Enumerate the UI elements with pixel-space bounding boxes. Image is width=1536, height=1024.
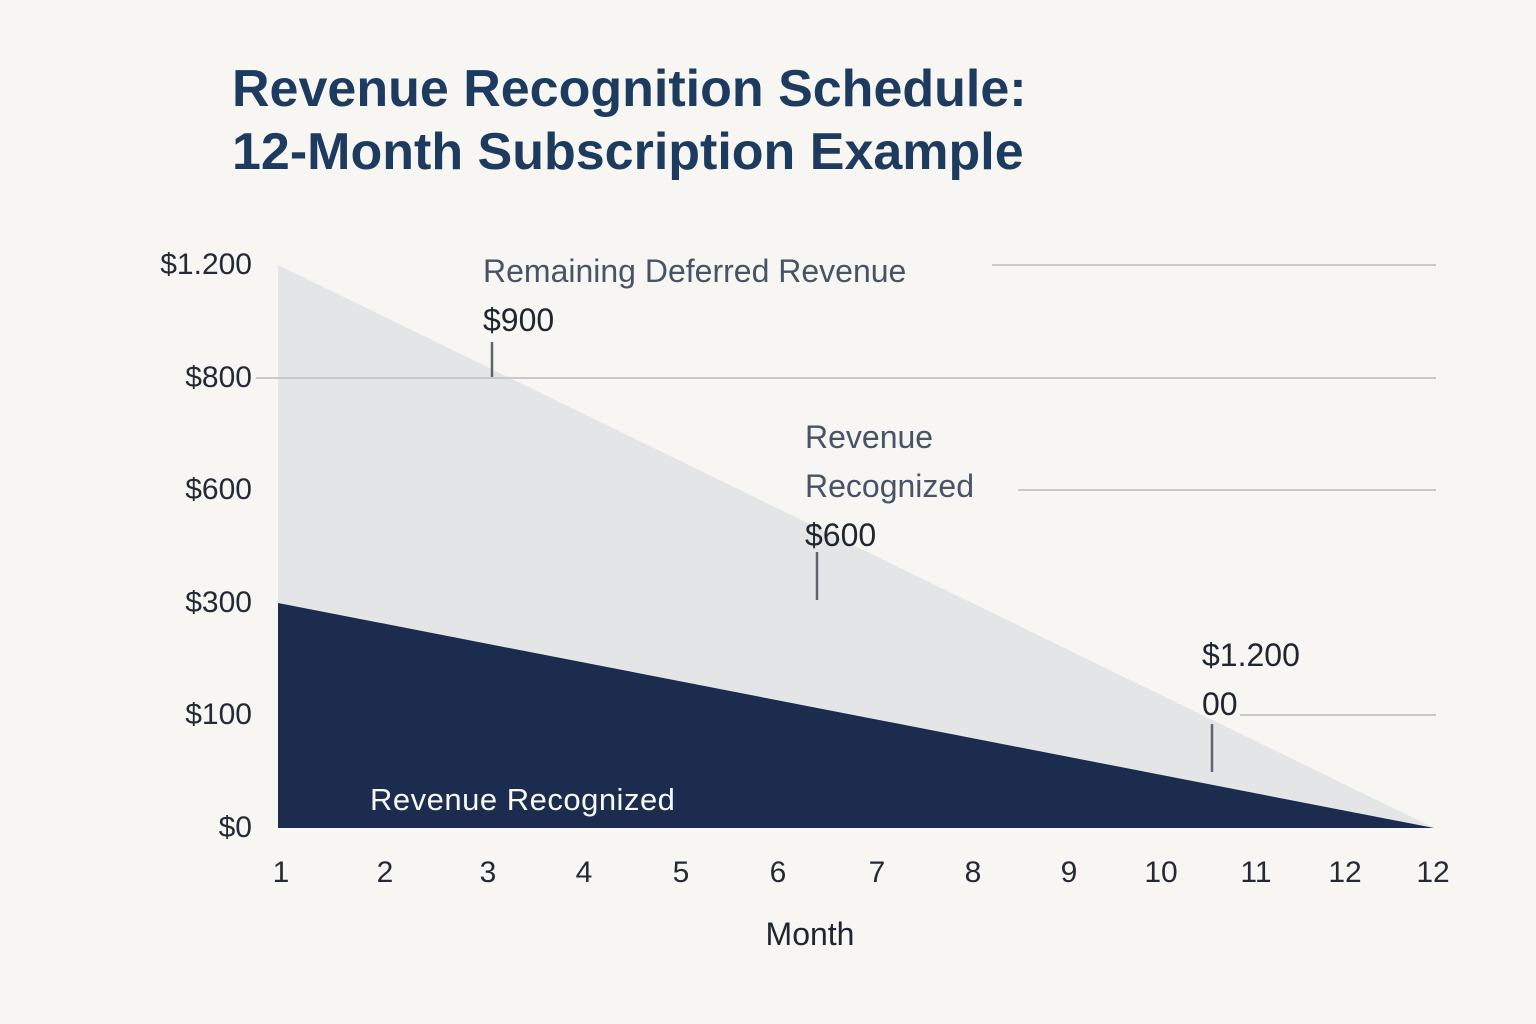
x-tick-label: 2	[376, 856, 394, 889]
annotation-deferred-revenue: Remaining Deferred Revenue $900	[483, 247, 906, 345]
annotation-value: $1.200	[1202, 637, 1300, 673]
page-title-line2: 12-Month Subscription Example	[232, 123, 1024, 181]
y-tick-label: $1.200	[160, 248, 252, 281]
x-tick-label: 6	[769, 856, 787, 889]
x-tick-label: 7	[868, 856, 886, 889]
page-title-line1: Revenue Recognition Schedule:	[232, 60, 1027, 118]
x-tick-label: 1	[272, 856, 290, 889]
x-tick-label: 10	[1144, 856, 1178, 889]
annotation-total: $1.200 00	[1202, 631, 1300, 729]
y-tick-label: $0	[218, 811, 252, 844]
y-tick-label: $800	[185, 361, 252, 394]
y-tick-label: $600	[185, 473, 252, 506]
annotation-label: Remaining Deferred Revenue	[483, 253, 907, 289]
annotation-revenue-recognized: Revenue Recognized $600	[805, 413, 974, 560]
annotation-label: Recognized	[805, 468, 974, 504]
annotation-value: 00	[1202, 686, 1238, 722]
y-tick-label: $300	[185, 586, 252, 619]
x-tick-label: 4	[575, 856, 593, 889]
x-axis-title: Month	[765, 916, 855, 952]
x-tick-label: 12	[1328, 856, 1362, 889]
revenue-recognized-area-label: Revenue Recognized	[370, 782, 676, 817]
x-tick-label: 3	[479, 856, 497, 889]
annotation-label: Revenue	[805, 419, 934, 455]
y-tick-label: $100	[185, 698, 252, 731]
page-title: Revenue Recognition Schedule: 12-Month S…	[232, 58, 1027, 184]
x-tick-label: 9	[1060, 856, 1078, 889]
x-tick-label: 8	[964, 856, 982, 889]
annotation-value: $600	[805, 517, 877, 553]
x-tick-label: 12	[1416, 856, 1450, 889]
revenue-recognized-area	[278, 603, 1434, 828]
x-tick-label: 5	[672, 856, 690, 889]
annotation-value: $900	[483, 302, 555, 338]
x-tick-label: 11	[1240, 856, 1272, 889]
